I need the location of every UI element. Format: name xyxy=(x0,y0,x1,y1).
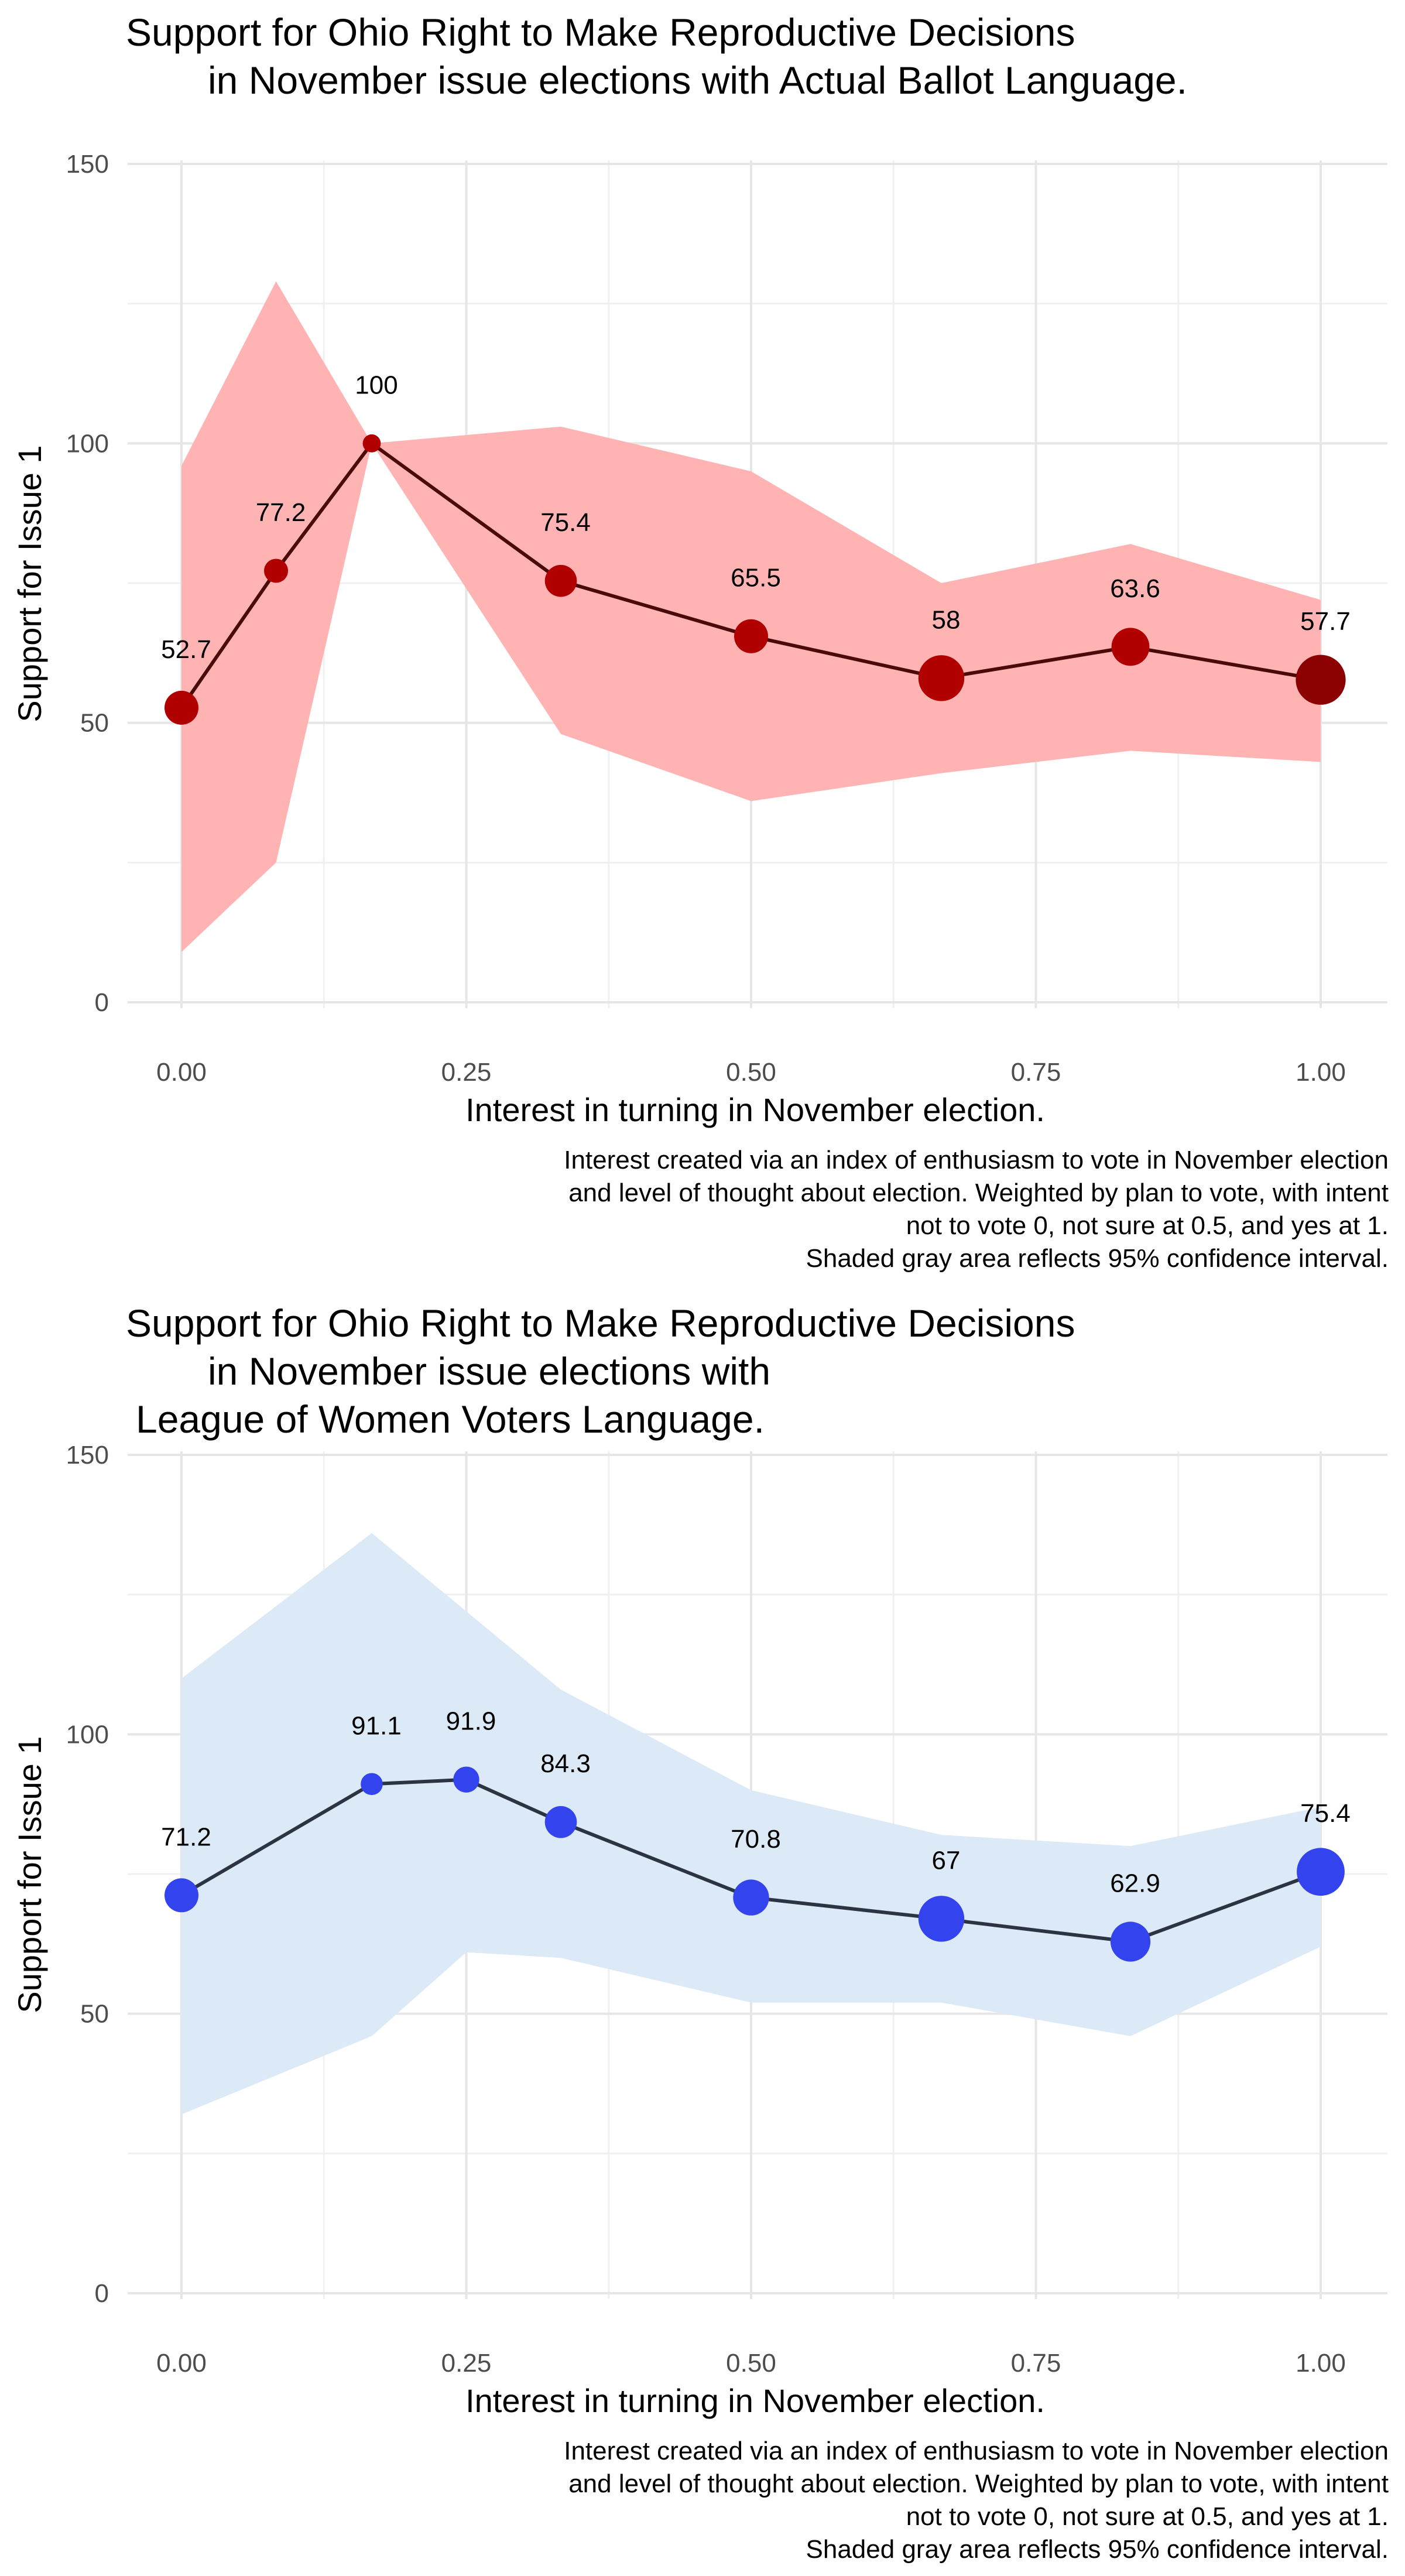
data-point xyxy=(734,619,768,653)
chart-panel-2: Support for Ohio Right to Make Reproduct… xyxy=(11,1301,1389,2564)
data-point xyxy=(165,1878,198,1913)
data-point xyxy=(1111,628,1150,666)
data-label: 91.1 xyxy=(351,1711,402,1740)
data-point xyxy=(264,559,289,583)
caption-line: and level of thought about election. Wei… xyxy=(568,2469,1389,2498)
data-label: 67 xyxy=(932,1846,961,1875)
data-label: 75.4 xyxy=(1300,1799,1351,1828)
caption-line: Shaded gray area reflects 95% confidence… xyxy=(806,1244,1389,1273)
x-axis-title: Interest in turning in November election… xyxy=(465,1091,1045,1128)
data-point xyxy=(165,690,198,725)
y-axis-title: Support for Issue 1 xyxy=(11,1736,48,2013)
x-axis-title: Interest in turning in November election… xyxy=(465,2382,1045,2419)
confidence-ribbon xyxy=(181,281,1321,953)
x-tick-label: 0.50 xyxy=(726,2349,776,2378)
x-tick-label: 0.25 xyxy=(441,1058,492,1087)
chart-title-line: Support for Ohio Right to Make Reproduct… xyxy=(126,1301,1075,1345)
x-tick-label: 0.75 xyxy=(1011,2349,1061,2378)
data-point xyxy=(362,434,381,453)
y-tick-label: 50 xyxy=(80,709,109,738)
chart-title-line: Support for Ohio Right to Make Reproduct… xyxy=(126,11,1075,54)
data-point xyxy=(1110,1921,1151,1962)
y-tick-label: 100 xyxy=(66,1720,109,1749)
data-label: 63.6 xyxy=(1110,574,1160,603)
caption-line: Interest created via an index of enthusi… xyxy=(564,2437,1389,2465)
data-label: 77.2 xyxy=(256,498,306,527)
confidence-ribbon xyxy=(181,1533,1321,2115)
data-point xyxy=(918,1896,965,1942)
data-point xyxy=(918,655,965,701)
y-tick-label: 50 xyxy=(80,2000,109,2029)
y-tick-label: 0 xyxy=(95,2279,109,2308)
caption-line: Shaded gray area reflects 95% confidence… xyxy=(806,2535,1389,2564)
data-label: 71.2 xyxy=(161,1823,211,1851)
series-line xyxy=(180,441,1321,709)
data-label: 84.3 xyxy=(540,1749,591,1778)
x-tick-label: 0.50 xyxy=(726,1058,776,1087)
x-tick-label: 0.75 xyxy=(1011,1058,1061,1087)
data-label: 62.9 xyxy=(1110,1869,1160,1898)
data-point xyxy=(1297,1848,1345,1896)
y-axis-title: Support for Issue 1 xyxy=(11,445,48,722)
data-label: 75.4 xyxy=(540,508,591,537)
data-point xyxy=(361,1773,383,1796)
caption-line: not to vote 0, not sure at 0.5, and yes … xyxy=(906,2502,1389,2531)
caption-line: and level of thought about election. Wei… xyxy=(568,1179,1389,1207)
data-point xyxy=(544,564,577,597)
chart-panel-1: Support for Ohio Right to Make Reproduct… xyxy=(11,11,1389,1273)
data-label: 52.7 xyxy=(161,635,211,664)
caption-line: Interest created via an index of enthusi… xyxy=(564,1146,1389,1174)
caption-line: not to vote 0, not sure at 0.5, and yes … xyxy=(906,1211,1389,1240)
y-tick-label: 0 xyxy=(95,988,109,1017)
chart-title-line: in November issue elections with Actual … xyxy=(208,59,1187,102)
data-point xyxy=(453,1766,479,1793)
series-line xyxy=(180,1777,1322,1944)
data-label: 91.9 xyxy=(446,1707,496,1736)
chart-title-line: League of Women Voters Language. xyxy=(136,1397,765,1441)
y-tick-label: 150 xyxy=(66,1441,109,1469)
data-label: 100 xyxy=(355,371,397,399)
data-point xyxy=(1296,655,1346,705)
x-tick-label: 1.00 xyxy=(1296,1058,1346,1087)
y-tick-label: 100 xyxy=(66,429,109,458)
y-tick-label: 150 xyxy=(66,150,109,179)
chart-title-line: in November issue elections with xyxy=(208,1349,770,1393)
data-point xyxy=(544,1806,577,1838)
x-tick-label: 0.00 xyxy=(156,2349,207,2378)
x-tick-label: 0.25 xyxy=(441,2349,492,2378)
x-tick-label: 0.00 xyxy=(156,1058,207,1087)
data-label: 58 xyxy=(932,605,961,634)
x-tick-label: 1.00 xyxy=(1296,2349,1346,2378)
data-label: 65.5 xyxy=(731,564,781,592)
data-label: 70.8 xyxy=(731,1825,781,1854)
data-point xyxy=(733,1879,769,1916)
data-label: 57.7 xyxy=(1300,607,1351,636)
